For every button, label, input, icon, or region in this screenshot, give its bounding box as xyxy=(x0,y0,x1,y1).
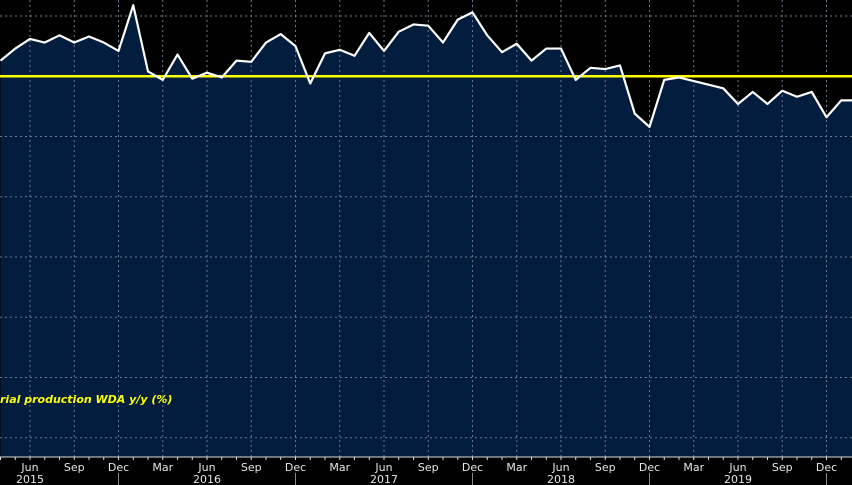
x-tick-label: Dec xyxy=(285,461,306,474)
x-year-label: 2016 xyxy=(193,473,221,485)
x-tick-label: Sep xyxy=(64,461,85,474)
x-tick-label: Jun xyxy=(551,461,569,474)
x-tick-label: Sep xyxy=(595,461,616,474)
x-tick-label: Jun xyxy=(374,461,392,474)
x-tick-label: Mar xyxy=(506,461,527,474)
x-tick-label: Dec xyxy=(462,461,483,474)
x-year-label: 2019 xyxy=(724,473,752,485)
x-tick-label: Sep xyxy=(241,461,262,474)
x-tick-label: Jun xyxy=(728,461,746,474)
x-tick-label: Mar xyxy=(329,461,350,474)
x-year-label: 2017 xyxy=(370,473,398,485)
x-year-label: 2018 xyxy=(547,473,575,485)
x-tick-label: Sep xyxy=(772,461,793,474)
x-year-label: 2015 xyxy=(16,473,44,485)
x-tick-label: Mar xyxy=(152,461,173,474)
x-tick-label: Dec xyxy=(639,461,660,474)
x-tick-label: Sep xyxy=(418,461,439,474)
x-tick-label: Jun xyxy=(197,461,215,474)
x-axis: Jun Sep Dec Mar Jun Sep Dec Mar Jun Sep Dec Mar Jun S… xyxy=(0,456,852,485)
line-layer xyxy=(0,4,852,128)
x-tick-label: Jun xyxy=(20,461,38,474)
x-tick-label: Mar xyxy=(683,461,704,474)
legend-label: rial production WDA y/y (%) xyxy=(0,393,172,406)
x-tick-label: Dec xyxy=(108,461,129,474)
x-tick-label: Dec xyxy=(816,461,837,474)
